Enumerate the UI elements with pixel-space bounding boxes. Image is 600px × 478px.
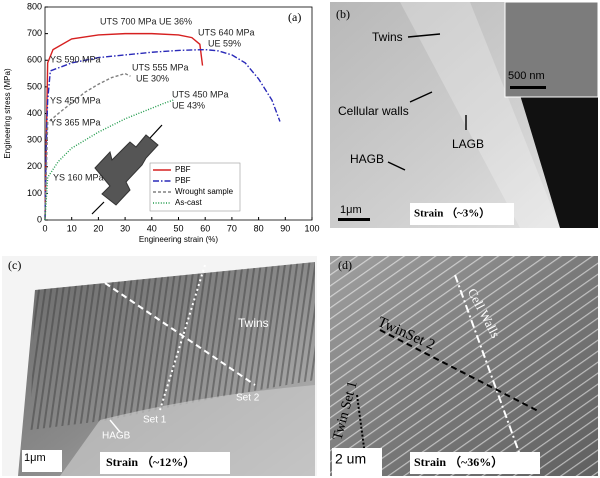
panel-label: (b)	[336, 7, 350, 21]
annotation: UE 59%	[208, 38, 241, 48]
y-tick-label: 800	[27, 1, 42, 11]
annotation: Twins	[238, 316, 269, 330]
x-tick-label: 80	[254, 223, 264, 233]
panel-label: (a)	[288, 10, 301, 24]
panel-d	[330, 256, 598, 476]
striations	[30, 262, 315, 430]
annotation: Set 1	[143, 415, 167, 426]
panel-b	[330, 1, 599, 228]
annotation: UTS 640 MPa	[198, 27, 255, 37]
legend-label: PBF	[175, 165, 191, 174]
set-line	[104, 282, 256, 386]
annotation: HAGB	[102, 431, 131, 442]
x-tick-label: 30	[120, 223, 130, 233]
y-tick-label: 700	[27, 28, 42, 38]
x-tick-label: 20	[93, 223, 103, 233]
scale-box	[22, 450, 62, 472]
inset-scale-bar	[510, 86, 546, 89]
inset-scale-bar-label: 500 nm	[508, 70, 545, 82]
series-line	[44, 32, 204, 221]
legend-label: Wrought sample	[175, 187, 234, 196]
series-line	[44, 72, 131, 221]
x-tick-label: 60	[200, 223, 210, 233]
y-tick-label: 100	[27, 188, 42, 198]
strain-label: Strain （~3%）	[414, 207, 490, 220]
y-tick-label: 400	[27, 108, 42, 118]
scale-box	[332, 448, 382, 476]
annotation: YS 365 MPa	[50, 117, 101, 127]
annotation: YS 160 MPa	[53, 172, 104, 182]
strain-label: Strain （~12%）	[106, 454, 195, 469]
arrow	[409, 91, 433, 103]
strain-label: Strain （~36%）	[414, 454, 503, 469]
series-line	[44, 48, 281, 221]
annotation: UE 43%	[172, 100, 205, 110]
y-tick-label: 200	[27, 161, 42, 171]
panel-label: (c)	[8, 258, 21, 272]
strain-box	[100, 452, 230, 474]
annotation: YS 590 MPa	[50, 54, 101, 64]
x-tick-label: 0	[42, 223, 47, 233]
annotation: Twins	[372, 30, 403, 44]
arrow	[149, 124, 163, 139]
annotation: UE 30%	[136, 73, 169, 83]
streaks	[330, 256, 598, 476]
strain-box	[410, 452, 540, 474]
x-tick-label: 90	[280, 223, 290, 233]
specimen-icon	[91, 124, 163, 215]
panel-label: (d)	[338, 258, 352, 272]
specimen	[94, 134, 159, 206]
x-tick-label: 100	[304, 223, 319, 233]
arrow	[387, 161, 406, 171]
annotation: Set 2	[236, 393, 260, 404]
scale-bar-label: 1μm	[340, 204, 362, 216]
legend-label: As-cast	[175, 198, 202, 207]
series-line	[44, 99, 174, 221]
annotation: YS 450 MPa	[50, 95, 101, 105]
x-tick-label: 50	[173, 223, 183, 233]
y-axis-label: Engineering stress (MPa)	[3, 68, 12, 159]
strain-box	[410, 203, 514, 225]
y-tick-label: 600	[27, 55, 42, 65]
annotation: UTS 450 MPa	[172, 89, 229, 99]
x-tick-label: 40	[147, 223, 157, 233]
x-tick-label: 70	[227, 223, 237, 233]
y-tick-label: 0	[37, 214, 42, 224]
annotation: UTS 700 MPa UE 36%	[100, 16, 192, 26]
y-tick-label: 300	[27, 135, 42, 145]
panel-c	[2, 256, 317, 476]
annotation: HAGB	[350, 152, 384, 166]
dark-region	[520, 90, 598, 228]
legend-label: PBF	[175, 176, 191, 185]
x-tick-label: 10	[67, 223, 77, 233]
annotation: LAGB	[452, 137, 484, 151]
scale-bar-label: 1μm	[24, 452, 46, 464]
arrow	[407, 33, 441, 38]
inset	[504, 1, 599, 98]
scale-bar	[338, 218, 370, 221]
arrow	[109, 419, 121, 433]
arrow	[91, 201, 105, 215]
annotation: UTS 555 MPa	[132, 62, 189, 72]
y-tick-label: 500	[27, 81, 42, 91]
set-line	[159, 264, 206, 411]
band	[400, 2, 560, 228]
legend-box	[149, 162, 241, 212]
scale-bar-label: 2 um	[335, 451, 366, 467]
x-axis-label: Engineering strain (%)	[139, 235, 218, 244]
annotation: Cellular walls	[338, 104, 409, 118]
